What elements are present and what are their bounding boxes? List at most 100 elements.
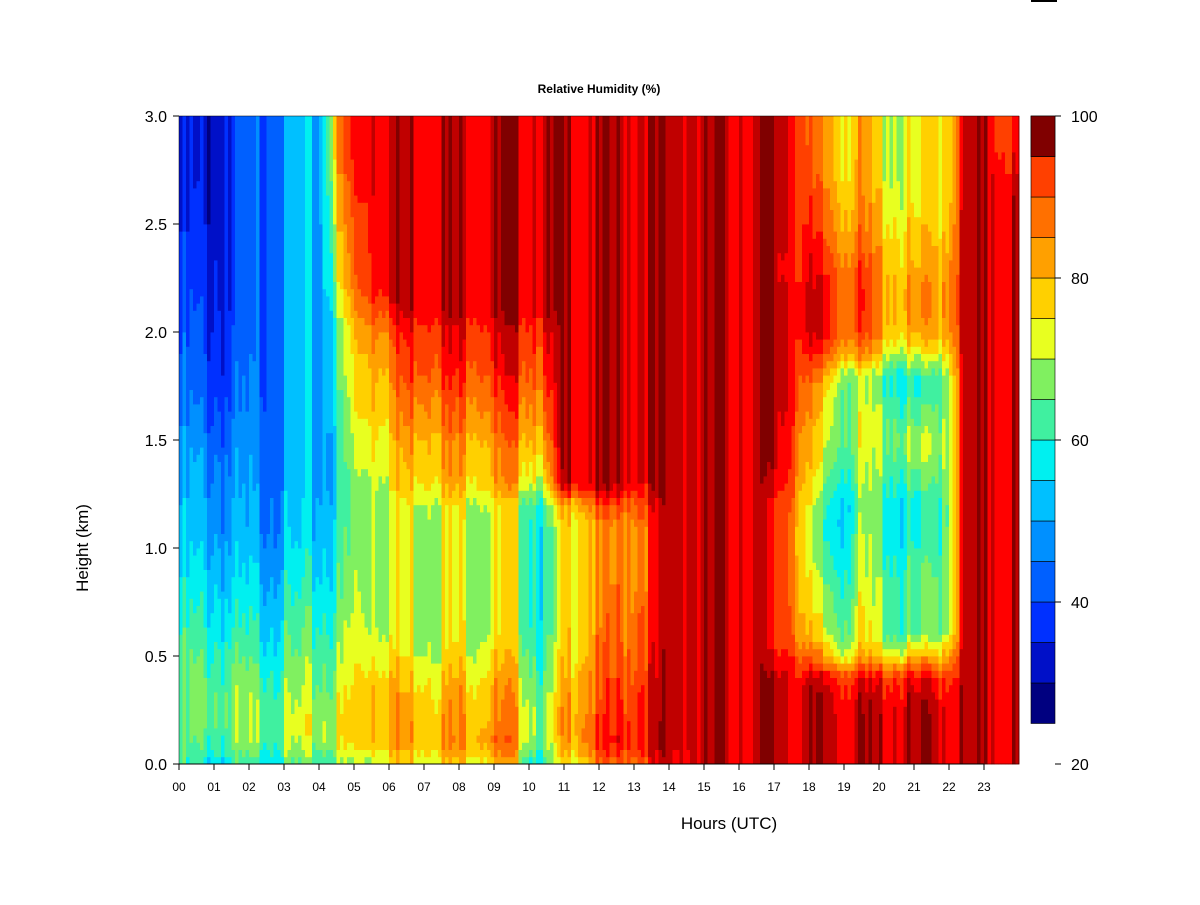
heatmap-cell xyxy=(872,677,876,693)
heatmap-cell xyxy=(854,670,859,678)
heatmap-cell xyxy=(907,324,911,347)
heatmap-cell xyxy=(424,490,428,506)
heatmap-cell xyxy=(228,648,232,758)
heatmap-cell xyxy=(823,368,827,376)
heatmap-cell xyxy=(819,641,824,650)
heatmap-cell xyxy=(595,519,600,635)
heatmap-cell xyxy=(882,238,887,340)
heatmap-cell xyxy=(427,677,432,758)
heatmap-cell xyxy=(238,497,243,578)
heatmap-cell xyxy=(830,382,834,426)
heatmap-cell xyxy=(809,418,813,470)
heatmap-cell xyxy=(424,324,428,376)
heatmap-cell xyxy=(872,368,876,412)
heatmap-cell xyxy=(273,116,278,549)
heatmap-cell xyxy=(550,389,554,441)
heatmap-cell xyxy=(886,663,890,671)
heatmap-cell xyxy=(508,742,512,758)
heatmap-cell xyxy=(179,425,183,506)
heatmap-cell xyxy=(865,576,869,642)
heatmap-cell xyxy=(249,555,253,606)
heatmap-cell xyxy=(819,692,824,765)
heatmap-cell xyxy=(532,706,537,736)
heatmap-cell xyxy=(830,692,834,765)
heatmap-cell xyxy=(417,756,421,765)
heatmap-cell xyxy=(896,368,901,398)
heatmap-cell xyxy=(200,648,204,750)
heatmap-cell xyxy=(333,159,337,225)
heatmap-cell xyxy=(847,468,852,506)
heatmap-cell xyxy=(616,504,621,520)
heatmap-cell xyxy=(924,425,929,462)
heatmap-cell xyxy=(445,375,449,405)
heatmap-cell xyxy=(805,281,810,333)
heatmap-cell xyxy=(557,648,561,707)
heatmap-cell xyxy=(823,519,827,542)
heatmap-cell xyxy=(431,116,435,326)
heatmap-cell xyxy=(770,670,775,765)
heatmap-cell xyxy=(847,648,852,664)
heatmap-cell xyxy=(396,490,400,657)
heatmap-cell xyxy=(854,231,859,268)
heatmap-cell xyxy=(532,317,537,354)
heatmap-cell xyxy=(837,576,841,628)
heatmap-cell xyxy=(823,641,827,657)
heatmap-cell xyxy=(826,188,831,246)
heatmap-cell xyxy=(511,692,516,758)
heatmap-cell xyxy=(543,483,547,498)
x-tick-label: 22 xyxy=(942,780,956,794)
heatmap-cell xyxy=(903,663,908,671)
heatmap-cell xyxy=(235,742,239,765)
heatmap-cell xyxy=(840,663,845,671)
heatmap-cell xyxy=(413,396,418,434)
heatmap-cell xyxy=(511,116,516,326)
heatmap-cell xyxy=(259,677,264,750)
heatmap-cell xyxy=(602,519,607,642)
heatmap-cell xyxy=(539,526,544,621)
heatmap-cell xyxy=(630,490,635,498)
heatmap-cell xyxy=(802,483,806,614)
heatmap-cell xyxy=(501,497,505,664)
heatmap-cell xyxy=(781,260,785,275)
heatmap-cell xyxy=(203,353,208,434)
heatmap-cell xyxy=(364,749,369,758)
heatmap-cell xyxy=(347,296,351,326)
heatmap-cell xyxy=(896,432,901,448)
heatmap-cell xyxy=(235,641,239,686)
heatmap-cell xyxy=(529,677,533,750)
heatmap-cell xyxy=(238,116,243,412)
heatmap-cell xyxy=(581,742,586,758)
heatmap-cell xyxy=(809,620,813,642)
heatmap-cell xyxy=(931,339,936,354)
heatmap-cell xyxy=(539,749,544,765)
heatmap-cell xyxy=(210,483,215,556)
heatmap-cell xyxy=(952,677,957,765)
heatmap-cell xyxy=(924,670,929,678)
heatmap-cell xyxy=(385,332,390,369)
heatmap-cell xyxy=(259,116,264,398)
heatmap-cell xyxy=(900,670,904,678)
heatmap-cell xyxy=(784,116,789,254)
heatmap-cell xyxy=(494,432,498,484)
heatmap-cell xyxy=(529,440,533,462)
heatmap-cell xyxy=(816,641,820,650)
heatmap-cell xyxy=(896,447,901,484)
heatmap-cell xyxy=(378,749,383,765)
heatmap-cell xyxy=(861,353,866,362)
heatmap-cell xyxy=(949,634,953,650)
heatmap-cell xyxy=(875,245,880,340)
x-tick-label: 19 xyxy=(837,780,851,794)
heatmap-cell xyxy=(935,663,939,671)
heatmap-cell xyxy=(336,389,341,563)
heatmap-cell xyxy=(767,648,771,678)
heatmap-cell xyxy=(704,116,708,765)
heatmap-cell xyxy=(403,692,407,750)
heatmap-cell xyxy=(798,281,803,340)
heatmap-cell xyxy=(515,497,519,664)
heatmap-cell xyxy=(427,418,432,455)
heatmap-cell xyxy=(753,116,757,765)
heatmap-cell xyxy=(802,353,806,383)
heatmap-cell xyxy=(518,490,523,506)
colorbar-tick-label: 100 xyxy=(1071,109,1098,126)
heatmap-cell xyxy=(462,454,467,491)
